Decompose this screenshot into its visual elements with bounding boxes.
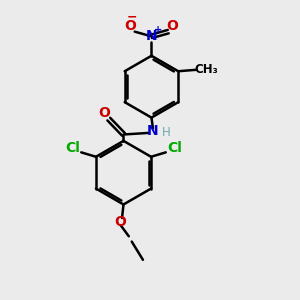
Text: O: O	[167, 19, 178, 33]
Text: H: H	[162, 126, 171, 139]
Text: O: O	[98, 106, 110, 120]
Text: +: +	[154, 26, 162, 35]
Text: O: O	[115, 214, 127, 229]
Text: Cl: Cl	[65, 141, 80, 155]
Text: CH₃: CH₃	[194, 63, 218, 76]
Text: Cl: Cl	[167, 141, 182, 155]
Text: O: O	[124, 19, 136, 33]
Text: N: N	[146, 29, 157, 43]
Text: −: −	[127, 11, 137, 23]
Text: N: N	[147, 124, 159, 138]
